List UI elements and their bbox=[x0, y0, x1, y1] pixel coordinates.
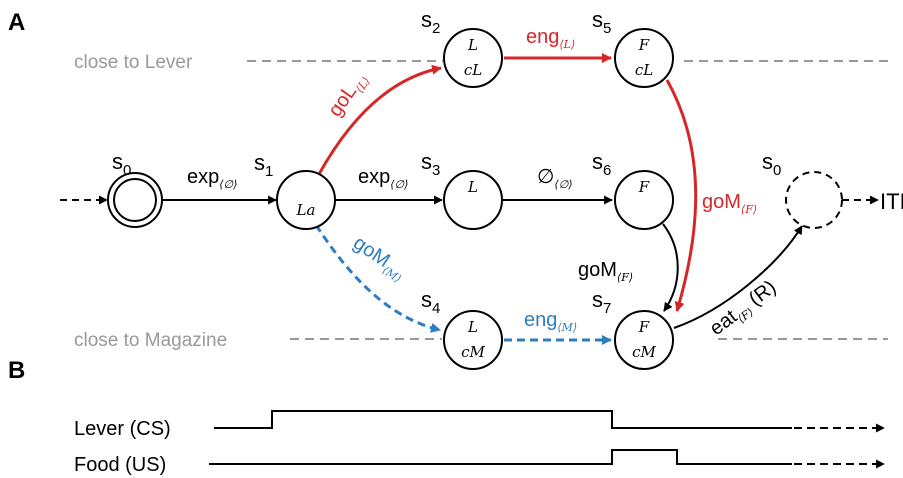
state-name: s6 bbox=[592, 149, 611, 179]
state-s0-start: s0 bbox=[107, 149, 163, 228]
zone-label-lever: close to Lever bbox=[74, 52, 193, 73]
state-name: s0 bbox=[762, 149, 781, 179]
state-name: s1 bbox=[254, 150, 273, 180]
edge-label-exp-s0-s1: exp⟨∅⟩ bbox=[187, 166, 237, 191]
iti-label: ITI bbox=[880, 189, 903, 214]
state-s3: L s3 bbox=[421, 149, 503, 230]
state-s2: L cL s2 bbox=[421, 7, 503, 88]
state-flag: F bbox=[638, 178, 650, 196]
state-zone: cM bbox=[461, 343, 485, 361]
timeline-trace-food bbox=[209, 449, 792, 465]
edge-label-goL: goL⟨L⟩ bbox=[324, 68, 373, 123]
state-name: s0 bbox=[112, 149, 131, 179]
state-name: s5 bbox=[592, 7, 611, 37]
state-name: s3 bbox=[421, 149, 440, 179]
edge-s6-s7 bbox=[662, 223, 679, 312]
edge-s5-s7 bbox=[665, 79, 698, 312]
state-name: s4 bbox=[421, 287, 440, 317]
panel-label-b: B bbox=[8, 357, 25, 384]
edge-s1-s2 bbox=[316, 64, 442, 177]
edge-label-goM-F: goM⟨F⟩ bbox=[578, 259, 633, 284]
edge-s1-s4 bbox=[314, 224, 441, 333]
edge-s7-s0 bbox=[673, 225, 803, 329]
timeline-trace-lever bbox=[214, 410, 792, 429]
state-zone: cM bbox=[632, 343, 656, 361]
state-flag: F bbox=[638, 36, 650, 54]
state-flag: L bbox=[467, 178, 478, 196]
state-s1: La s1 bbox=[254, 150, 336, 230]
edge-label-eng-L: eng⟨L⟩ bbox=[526, 26, 575, 51]
zone-label-magazine: close to Magazine bbox=[74, 330, 227, 351]
state-s7: F cM s7 bbox=[592, 287, 674, 370]
state-flag: F bbox=[638, 318, 650, 336]
panel-label-a: A bbox=[8, 9, 25, 36]
timeline-label-lever: Lever (CS) bbox=[74, 418, 171, 440]
edge-label-null-s3-s6: ∅⟨∅⟩ bbox=[537, 166, 573, 191]
state-s4: L cM s4 bbox=[421, 287, 503, 370]
edge-label-eng-M: eng⟨M⟩ bbox=[524, 309, 577, 334]
state-zone: cL bbox=[635, 61, 653, 79]
state-flag: L bbox=[467, 36, 478, 54]
state-s0-end: s0 bbox=[762, 149, 843, 229]
edge-label-exp-s1-s3: exp⟨∅⟩ bbox=[358, 166, 408, 191]
edge-label-eat: eat⟨F⟩(R) bbox=[706, 276, 782, 342]
state-name: s7 bbox=[592, 287, 611, 317]
state-s6: F s6 bbox=[592, 149, 674, 230]
state-zone: cL bbox=[464, 61, 482, 79]
state-flag: La bbox=[296, 201, 316, 219]
state-flag: L bbox=[467, 318, 478, 336]
timeline-label-food: Food (US) bbox=[74, 454, 166, 476]
state-name: s2 bbox=[421, 7, 440, 37]
edge-label-goM-F-red: goM⟨F⟩ bbox=[702, 191, 757, 216]
state-s5: F cL s5 bbox=[592, 7, 674, 88]
